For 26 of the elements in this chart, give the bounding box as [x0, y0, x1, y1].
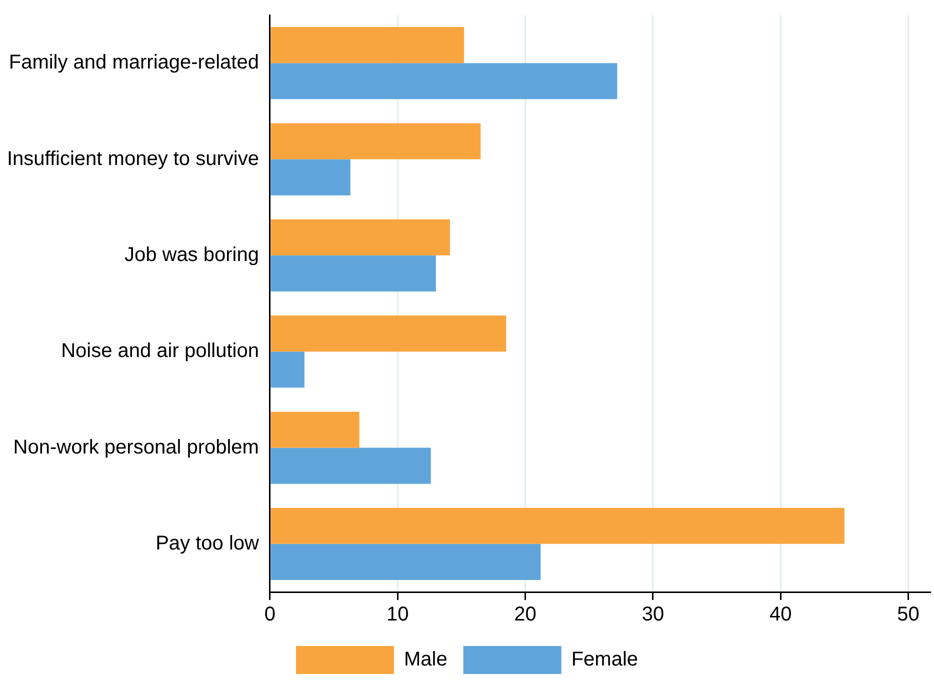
y-tick-label: Non-work personal problem [13, 436, 259, 458]
y-tick-label: Insufficient money to survive [6, 148, 259, 170]
y-tick-label: Noise and air pollution [61, 340, 259, 362]
bar [270, 159, 350, 196]
legend-label: Female [571, 648, 638, 671]
bar [270, 63, 618, 100]
bar [270, 123, 481, 160]
bar [270, 448, 431, 484]
y-tick-label: Job was boring [124, 244, 259, 266]
bar [270, 412, 360, 448]
y-tick-label: Family and marriage-related [8, 52, 259, 74]
x-tick-label: 10 [386, 604, 409, 626]
y-tick-label: Pay too low [156, 532, 260, 554]
bar [270, 219, 450, 256]
legend-label: Male [404, 648, 448, 671]
x-tick-label: 50 [897, 604, 920, 626]
x-tick-label: 0 [264, 604, 276, 626]
bar [270, 544, 541, 580]
x-tick-label: 30 [642, 604, 664, 626]
bar [270, 352, 304, 388]
bar [270, 316, 506, 352]
bar [270, 27, 464, 64]
bar [270, 255, 436, 292]
x-tick-label: 40 [770, 604, 792, 626]
x-tick-label: 20 [514, 604, 536, 626]
bar [270, 508, 844, 544]
